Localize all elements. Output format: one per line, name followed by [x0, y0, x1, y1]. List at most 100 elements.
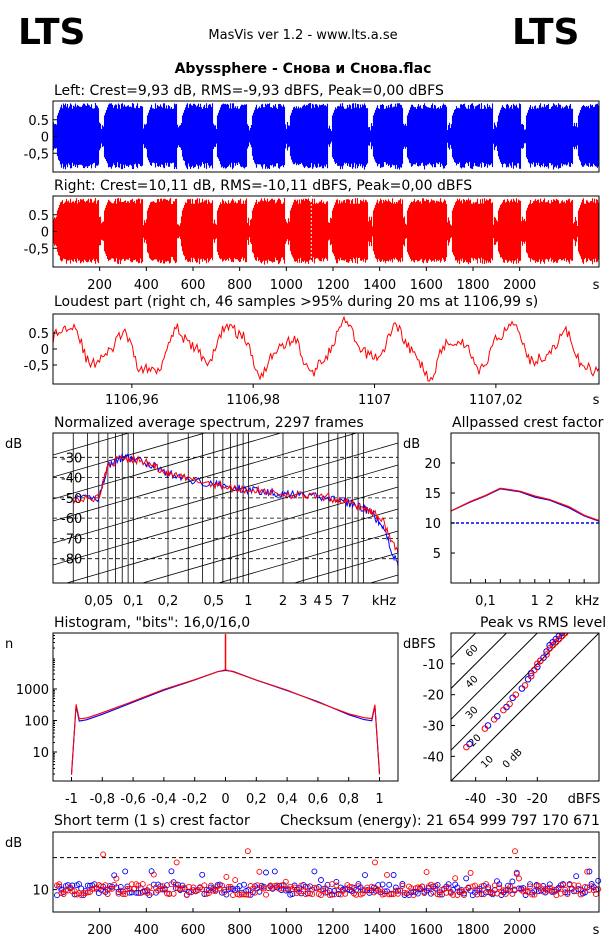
short-crest-left-point	[84, 882, 91, 889]
x-tick-label: 0,1	[123, 594, 144, 609]
slope-line	[53, 433, 283, 500]
y-tick-label: 10	[32, 746, 49, 761]
loudest-right-series	[52, 315, 600, 382]
y-axis-label: dB	[5, 836, 22, 851]
short-crest-right-point	[102, 882, 109, 889]
short-crest-left-point	[362, 872, 368, 879]
short-crest-right-point	[410, 892, 417, 899]
short-crest-right-point	[507, 883, 514, 890]
short-crest-right-point	[480, 891, 487, 898]
short-crest-right-point	[256, 868, 263, 875]
peakrms-right-point	[500, 706, 507, 714]
short-crest-right-point	[377, 886, 384, 893]
y-tick-label: -60	[61, 512, 82, 527]
short-crest-right-point	[355, 883, 362, 890]
x-tick-label: kHz	[372, 594, 396, 609]
x-tick-label: 1400	[363, 923, 396, 938]
short-crest-left-point	[122, 868, 129, 875]
short-crest-right-point	[388, 891, 395, 898]
x-tick-label: 1106,98	[226, 393, 280, 408]
short-crest-left-point	[249, 889, 256, 896]
histogram-left-series	[70, 669, 381, 775]
short-crest-outlier-point	[244, 848, 251, 855]
x-tick-label: 1107,02	[469, 393, 523, 408]
short-crest-right-point	[483, 881, 489, 888]
x-tick-label: 0,6	[308, 792, 329, 807]
right-panel-title: Right: Crest=10,11 dB, RMS=-10,11 dBFS, …	[54, 178, 472, 194]
y-tick-label: 0.5	[28, 327, 49, 342]
short-crest-right-point	[271, 882, 278, 889]
y-tick-label: -40	[423, 750, 444, 765]
y-axis-label: dB	[5, 437, 22, 452]
y-tick-label: 0.5	[28, 114, 49, 129]
short-crest-right-point	[403, 890, 410, 897]
short-crest-right-point	[513, 870, 520, 877]
plot-frame	[450, 632, 600, 782]
short-crest-right-point	[560, 881, 566, 888]
peakrms-right-point	[463, 743, 470, 751]
x-tick-label: -20	[527, 792, 548, 807]
short-crest-right-point	[84, 889, 91, 896]
x-tick-label: 5	[325, 594, 333, 609]
x-tick-label: 0,2	[158, 594, 179, 609]
histogram-chart: n 1000 100 10 -1 -0,8 -0,6 -0,4 -0,2 0 0,2 0,4 0,6 0,…	[5, 632, 399, 807]
y-tick-label: 0	[41, 226, 49, 241]
short-crest-right-point	[557, 890, 564, 897]
short-crest-right-point	[445, 884, 452, 891]
x-tick-label: -0,8	[90, 792, 115, 807]
x-tick-label: 4	[313, 594, 321, 609]
slope-line	[65, 486, 398, 583]
short-crest-right-point	[212, 888, 219, 895]
peakrms-panel-title: Peak vs RMS level	[480, 615, 606, 631]
short-crest-right-point	[384, 871, 390, 878]
short-crest-right-point	[170, 890, 177, 897]
short-crest-right-point	[326, 892, 333, 898]
left-waveform-chart: 0.5 0-0,5	[24, 100, 600, 173]
short-crest-right-point	[205, 890, 212, 897]
slope-line	[53, 442, 398, 544]
x-tick-label: 1800	[456, 923, 489, 938]
short-crest-right-point	[62, 887, 69, 894]
short-crest-right-point	[282, 878, 289, 885]
short-crest-right-point	[575, 882, 582, 889]
slope-line	[53, 433, 359, 522]
x-tick-label: s	[593, 393, 600, 408]
short-crest-left-point	[168, 868, 175, 875]
short-crest-right-point	[69, 888, 76, 895]
short-crest-right-point	[524, 888, 531, 895]
x-tick-label: 1106,96	[105, 393, 159, 408]
short-crest-outlier-point	[173, 859, 180, 866]
short-crest-right-point	[450, 891, 456, 898]
short-crest-right-point	[280, 885, 287, 892]
short-crest-right-point	[582, 884, 588, 890]
plot-frame	[450, 432, 600, 584]
slope-line	[53, 464, 398, 566]
short-crest-right-point	[236, 891, 243, 898]
short-crest-right-point	[348, 884, 355, 891]
short-crest-left-point	[78, 885, 85, 892]
x-tick-label: 1600	[410, 923, 443, 938]
short-crest-right-point	[353, 891, 360, 898]
short-crest-left-point	[395, 887, 401, 894]
x-tick-label: -0,2	[182, 792, 207, 807]
short-crest-right-point	[56, 881, 63, 888]
short-crest-right-point	[148, 889, 155, 896]
x-tick-label: 1	[375, 792, 383, 807]
x-tick-label: -1	[65, 792, 78, 807]
short-crest-right-point	[461, 892, 467, 899]
short-crest-left-point	[331, 888, 338, 894]
short-crest-right-point	[436, 891, 443, 898]
short-crest-left-point	[263, 869, 269, 876]
short-crest-right-point	[476, 887, 483, 894]
crest-diagonal	[451, 633, 539, 721]
y-tick-label: 10	[424, 517, 441, 532]
x-tick-label: 2	[546, 594, 554, 609]
short-crest-right-point	[386, 891, 393, 898]
x-tick-label: 2	[279, 594, 287, 609]
short-crest-outlier-point	[512, 848, 518, 855]
short-crest-right-point	[139, 881, 146, 888]
peakrms-right-point	[521, 682, 529, 689]
x-tick-label: 1800	[456, 278, 489, 293]
slope-line	[53, 433, 131, 456]
